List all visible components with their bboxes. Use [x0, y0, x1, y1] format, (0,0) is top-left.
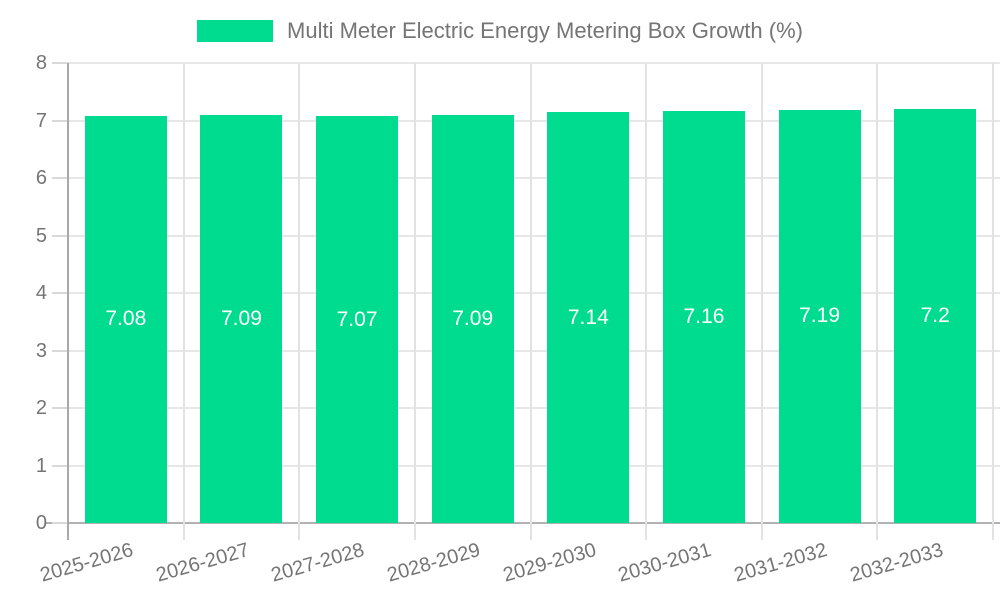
gridline-horizontal [68, 292, 1000, 294]
x-axis-tick-label: 2025-2026 [37, 539, 136, 587]
y-axis-tick [52, 349, 68, 352]
y-axis-tick-label: 1 [35, 454, 47, 477]
x-axis-tick-label: 2028-2029 [384, 539, 483, 587]
y-axis-tick [52, 119, 68, 122]
x-axis-tick-label: 2027-2028 [269, 539, 368, 587]
bar-value-label: 7.09 [452, 307, 494, 331]
bar: 7.09 [200, 115, 283, 523]
gridline-vertical [645, 63, 648, 540]
gridline-horizontal [68, 349, 1000, 352]
legend-swatch [197, 20, 274, 42]
y-axis-tick-label: 2 [35, 397, 47, 419]
y-axis-tick-label: 5 [35, 224, 47, 247]
bar: 7.09 [431, 115, 514, 523]
gridline-horizontal [68, 119, 1000, 122]
y-axis-tick-label: 8 [35, 52, 47, 74]
bar: 7.2 [894, 109, 977, 523]
x-axis-tick-label: 2026-2027 [153, 539, 252, 587]
legend-label: Multi Meter Electric Energy Metering Box… [287, 18, 803, 43]
x-axis-tick-label: 2029-2030 [500, 539, 599, 587]
bar: 7.16 [662, 111, 745, 523]
bar-value-label: 7.08 [105, 307, 147, 331]
bar: 7.07 [316, 116, 399, 523]
gridline-horizontal [68, 234, 1000, 237]
gridline-vertical [298, 63, 301, 540]
x-axis-tick-label: 2030-2031 [615, 539, 715, 587]
chart-legend: Multi Meter Electric Energy Metering Box… [0, 18, 1000, 44]
y-axis-tick [52, 407, 68, 409]
bar: 7.08 [84, 115, 167, 523]
gridline-vertical [529, 63, 532, 540]
y-axis-tick-label: 3 [35, 339, 47, 362]
gridline-vertical [760, 63, 763, 540]
bar: 7.14 [547, 112, 630, 523]
y-axis-tick [52, 62, 68, 64]
gridline-vertical [876, 63, 879, 540]
y-axis-tick [52, 234, 68, 237]
gridline-vertical [182, 63, 185, 540]
y-axis-tick [52, 292, 68, 294]
gridline-horizontal [68, 177, 1000, 179]
y-axis-line [67, 63, 69, 540]
x-axis-tick-label: 2031-2032 [731, 539, 830, 587]
gridline-horizontal [68, 464, 1000, 467]
gridline-horizontal [68, 62, 1000, 64]
x-axis-tick-label: 2032-2033 [847, 539, 946, 587]
bar-value-label: 7.2 [920, 304, 950, 327]
bar: 7.19 [778, 109, 861, 523]
gridline-vertical [992, 63, 994, 540]
bar-value-label: 7.16 [683, 305, 725, 329]
gridline-vertical [413, 63, 416, 540]
bar-value-label: 7.09 [221, 307, 262, 331]
gridline-horizontal [68, 407, 1000, 409]
y-axis-tick-label: 6 [35, 167, 47, 189]
x-axis-line [45, 522, 1000, 524]
y-axis-tick [52, 177, 68, 179]
y-axis-tick-label: 4 [35, 282, 47, 304]
y-axis-tick-label: 7 [35, 109, 47, 132]
y-axis-tick [52, 522, 68, 524]
y-axis-tick-label: 0 [35, 512, 47, 534]
bar-value-label: 7.07 [336, 307, 378, 331]
bar-value-label: 7.14 [567, 305, 609, 329]
y-axis-tick [52, 464, 68, 467]
bar-value-label: 7.19 [799, 304, 840, 328]
